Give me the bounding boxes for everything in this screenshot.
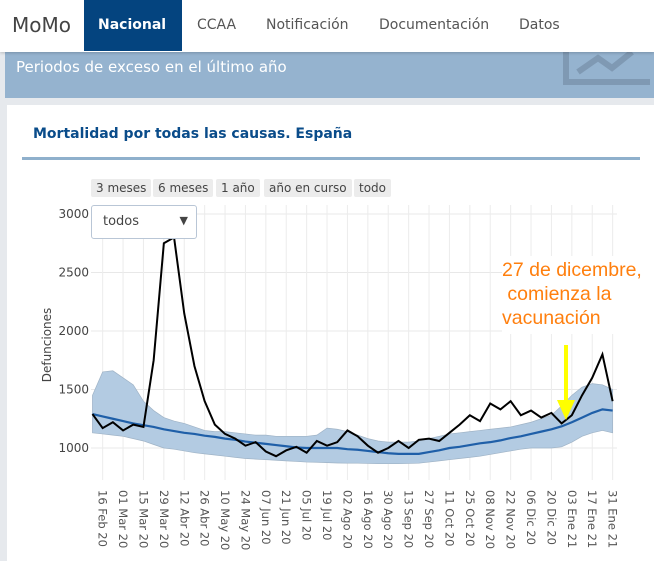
title-divider <box>22 157 640 160</box>
range-current-year-button[interactable]: año en curso <box>264 179 352 197</box>
x-tick-label: 11 Oct 20 <box>442 490 456 546</box>
x-tick-label: 12 Abr 20 <box>177 490 191 546</box>
expected-deaths-line <box>92 408 613 455</box>
x-tick-label: 17 Ene 21 <box>585 490 599 548</box>
banner-text: Periodos de exceso en el último año <box>16 58 287 76</box>
expected-range-band <box>92 370 613 465</box>
x-tick-label: 29 Mar 20 <box>157 490 171 548</box>
line-chart-icon <box>563 50 650 85</box>
x-tick-label: 16 Ago 20 <box>361 490 375 549</box>
range-6-months-button[interactable]: 6 meses <box>153 179 214 197</box>
x-tick-label: 15 Mar 20 <box>136 490 150 548</box>
x-tick-label: 31 Ene 21 <box>606 490 620 548</box>
x-tick-label: 13 Sep 20 <box>402 490 416 548</box>
card-title: Mortalidad por todas las causas. España <box>33 126 353 142</box>
x-tick-label: 26 Abr 20 <box>198 490 212 546</box>
x-tick-label: 05 Jul 20 <box>300 490 314 540</box>
tab-ccaa[interactable]: CCAA <box>197 17 237 33</box>
vaccination-annotation: 27 de dicembre, comienza la vacunación <box>502 256 642 334</box>
y-tick-label: 3000 <box>58 207 89 221</box>
x-tick-label: 02 Ago 20 <box>340 490 354 549</box>
x-tick-label: 06 Dic 20 <box>524 490 538 545</box>
x-tick-label: 22 Nov 20 <box>504 490 518 549</box>
x-tick-label: 19 Jul 20 <box>320 490 334 540</box>
x-tick-label: 08 Nov 20 <box>483 490 497 549</box>
excess-periods-banner: Periodos de exceso en el último año <box>5 50 654 98</box>
x-tick-label: 27 Sep 20 <box>422 490 436 548</box>
y-tick-label: 2500 <box>58 266 89 280</box>
y-tick-label: 1500 <box>58 383 89 397</box>
x-tick-label: 25 Oct 20 <box>463 490 477 546</box>
y-tick-label: 2000 <box>58 324 89 338</box>
annotation-line: comienza la <box>502 283 612 305</box>
x-tick-label: 20 Dic 20 <box>544 490 558 545</box>
x-tick-label: 16 Feb 20 <box>96 490 110 547</box>
x-tick-label: 07 Jun 20 <box>259 490 273 545</box>
x-tick-label: 01 Mar 20 <box>116 490 130 548</box>
x-tick-label: 30 Ago 20 <box>381 490 395 549</box>
dropdown-selected: todos <box>103 214 140 229</box>
caret-down-icon: ▼ <box>179 214 188 227</box>
range-all-button[interactable]: todo <box>354 179 392 197</box>
annotation-line: vacunación <box>502 307 601 329</box>
annotation-line: 27 de dicembre, <box>502 259 642 281</box>
series-dropdown[interactable]: todos ▼ <box>91 205 197 239</box>
x-tick-label: 24 May 20 <box>238 490 252 550</box>
x-tick-label: 10 May 20 <box>218 490 232 550</box>
observed-deaths-line <box>91 235 614 458</box>
tab-notificacion[interactable]: Notificación <box>266 17 349 33</box>
y-tick-label: 1000 <box>58 441 89 455</box>
top-navbar: MoMo Nacional CCAA Notificación Document… <box>0 0 654 52</box>
tab-datos[interactable]: Datos <box>519 17 560 33</box>
brand-logo[interactable]: MoMo <box>12 13 71 37</box>
range-1-year-button[interactable]: 1 año <box>216 179 260 197</box>
vaccination-arrow <box>557 345 575 420</box>
x-tick-label: 03 Ene 21 <box>565 490 579 548</box>
y-axis-label: Defunciones <box>40 308 54 383</box>
tab-nacional[interactable]: Nacional <box>84 0 182 51</box>
x-tick-label: 21 Jun 20 <box>279 490 293 545</box>
range-3-months-button[interactable]: 3 meses <box>91 179 152 197</box>
tab-documentacion[interactable]: Documentación <box>379 17 490 33</box>
